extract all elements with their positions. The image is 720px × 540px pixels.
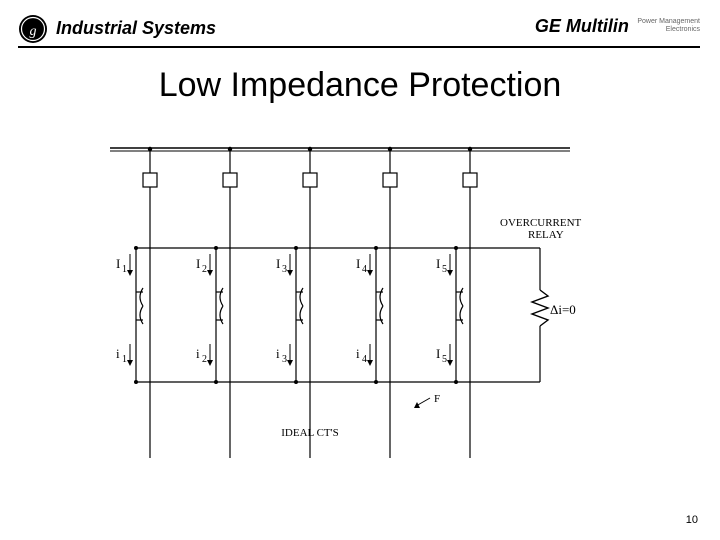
svg-text:IDEAL CT'S: IDEAL CT'S [281, 427, 339, 439]
division-label: Industrial Systems [56, 18, 216, 39]
svg-text:5: 5 [442, 264, 447, 275]
svg-text:1: 1 [122, 264, 127, 275]
svg-text:i: i [276, 346, 280, 361]
svg-text:i: i [196, 346, 200, 361]
brand-sublabel: Power Management Electronics [637, 18, 700, 33]
svg-text:F: F [434, 393, 440, 405]
svg-text:OVERCURRENT: OVERCURRENT [500, 217, 582, 229]
header-rule [18, 46, 700, 48]
circuit-diagram: I1i1I2i2I3i3I4i4I5I5OVERCURRENTRELAYΔi=0… [110, 138, 630, 458]
brand-sub1: Power Management [637, 18, 700, 25]
svg-text:i: i [116, 346, 120, 361]
ge-logo-icon: g [18, 14, 48, 44]
svg-text:I: I [116, 256, 120, 271]
svg-text:Δi=0: Δi=0 [550, 302, 576, 317]
svg-text:4: 4 [362, 264, 367, 275]
svg-text:3: 3 [282, 264, 287, 275]
svg-text:I: I [276, 256, 280, 271]
svg-text:3: 3 [282, 354, 287, 365]
svg-text:g: g [30, 24, 37, 39]
svg-text:I: I [356, 256, 360, 271]
svg-text:2: 2 [202, 354, 207, 365]
svg-text:RELAY: RELAY [528, 229, 564, 241]
svg-text:I: I [436, 346, 440, 361]
svg-text:1: 1 [122, 354, 127, 365]
svg-text:i: i [356, 346, 360, 361]
svg-text:I: I [436, 256, 440, 271]
brand-box: GE Multilin Power Management Electronics [535, 16, 700, 37]
slide-title: Low Impedance Protection [0, 66, 720, 105]
svg-text:5: 5 [442, 354, 447, 365]
page-number: 10 [686, 514, 698, 526]
brand-label: GE Multilin [535, 16, 629, 37]
svg-text:2: 2 [202, 264, 207, 275]
brand-sub2: Electronics [666, 26, 700, 33]
svg-text:4: 4 [362, 354, 367, 365]
svg-text:I: I [196, 256, 200, 271]
